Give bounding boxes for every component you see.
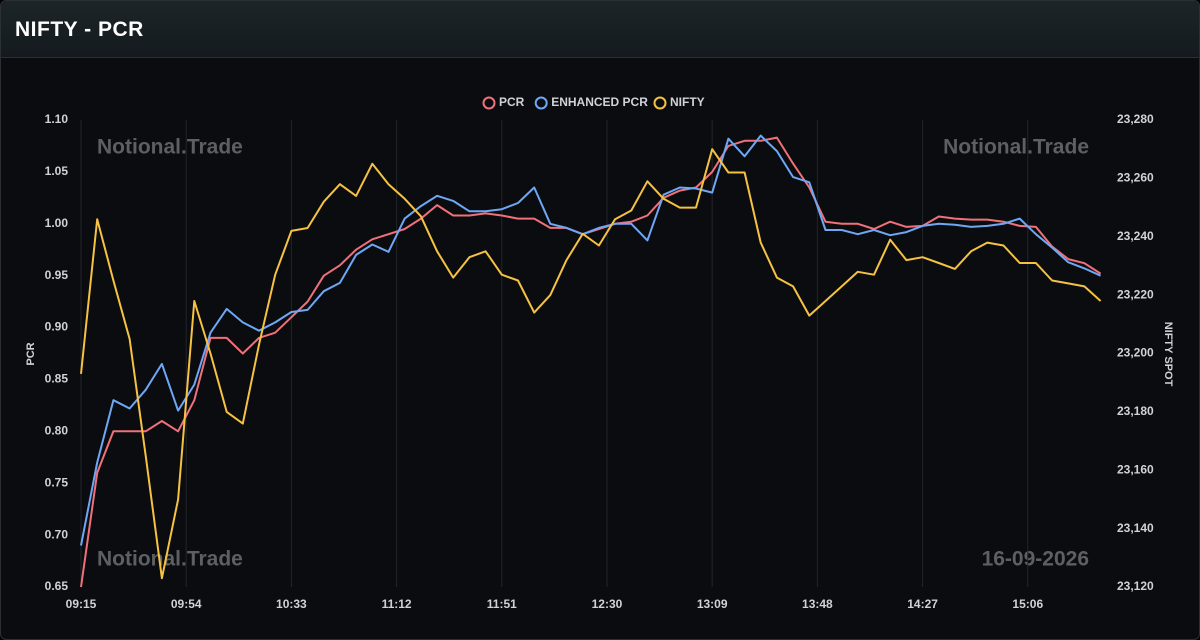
y-tick-label: 0.95	[45, 268, 69, 282]
y2-tick-label: 23,280	[1117, 112, 1154, 126]
y-tick-label: 1.00	[45, 216, 69, 230]
x-tick-label: 09:15	[66, 597, 97, 611]
legend-marker	[653, 96, 667, 110]
watermark: Notional.Trade	[97, 136, 243, 159]
legend-marker	[534, 96, 548, 110]
y-tick-label: 0.80	[45, 424, 69, 438]
y2-tick-label: 23,200	[1117, 346, 1154, 360]
series-line	[80, 134, 1102, 546]
legend-label: PCR	[499, 95, 525, 109]
y2-tick-label: 23,120	[1117, 579, 1154, 593]
x-tick-label: 14:27	[907, 597, 938, 611]
watermark: 16-09-2026	[982, 548, 1089, 571]
y-tick-label: 0.65	[45, 579, 69, 593]
chart-title: NIFTY - PCR	[15, 18, 144, 41]
watermark: Notional.Trade	[97, 548, 243, 571]
x-tick-label: 12:30	[592, 597, 623, 611]
series-line	[80, 136, 1102, 588]
x-tick-label: 11:51	[487, 597, 517, 611]
series-line	[80, 148, 1102, 580]
x-tick-label: 15:06	[1012, 597, 1043, 611]
y-tick-label: 1.10	[45, 112, 69, 126]
y2-tick-label: 23,180	[1117, 404, 1154, 418]
y2-tick-label: 23,240	[1117, 229, 1154, 243]
legend-label: ENHANCED PCR	[551, 95, 648, 109]
y2-axis-title: NIFTY SPOT	[1162, 322, 1174, 387]
header: NIFTY - PCR	[1, 1, 1199, 58]
x-tick-label: 11:12	[382, 597, 412, 611]
y-axis-title: PCR	[25, 342, 37, 365]
watermark: Notional.Trade	[943, 136, 1089, 159]
legend-label: NIFTY	[670, 95, 705, 109]
x-tick-label: 10:33	[276, 597, 307, 611]
y-tick-label: 0.70	[45, 527, 69, 541]
x-tick-label: 13:09	[697, 597, 728, 611]
y2-tick-label: 23,260	[1117, 171, 1154, 185]
y-tick-label: 0.85	[45, 372, 69, 386]
y2-tick-label: 23,220	[1117, 287, 1154, 301]
y-tick-label: 0.90	[45, 320, 69, 334]
y-tick-label: 0.75	[45, 475, 69, 489]
x-tick-label: 13:48	[802, 597, 833, 611]
y2-tick-label: 23,140	[1117, 521, 1154, 535]
x-tick-label: 09:54	[171, 597, 202, 611]
y2-tick-label: 23,160	[1117, 462, 1154, 476]
y-tick-label: 1.05	[45, 164, 69, 178]
legend-marker	[482, 96, 496, 110]
